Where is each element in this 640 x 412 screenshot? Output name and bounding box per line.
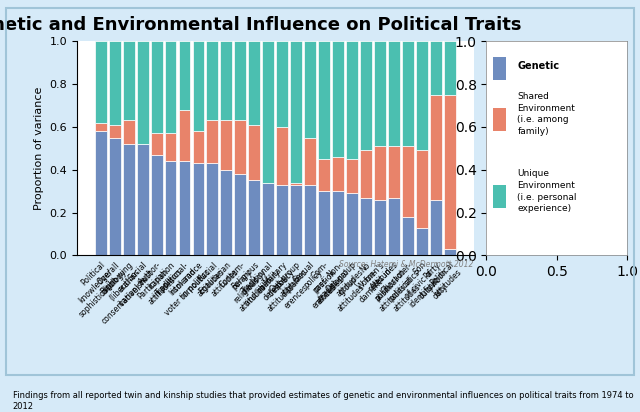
Bar <box>220 41 232 120</box>
Bar <box>388 146 400 198</box>
Bar <box>374 41 386 146</box>
Bar <box>290 183 302 185</box>
Bar <box>207 163 218 255</box>
Bar <box>109 125 121 138</box>
Bar <box>179 110 191 161</box>
Bar <box>304 185 316 255</box>
Bar <box>374 200 386 255</box>
FancyBboxPatch shape <box>493 56 506 80</box>
Bar <box>332 191 344 255</box>
Text: Unique
Environment
(i.e. personal
experience): Unique Environment (i.e. personal experi… <box>517 169 577 213</box>
Bar <box>164 41 177 133</box>
Bar <box>179 161 191 255</box>
Text: Findings from all reported twin and kinship studies that provided estimates of g: Findings from all reported twin and kins… <box>13 391 634 411</box>
Bar <box>109 41 121 125</box>
Bar <box>150 41 163 133</box>
Bar <box>416 41 428 150</box>
Bar <box>318 191 330 255</box>
Bar <box>388 198 400 255</box>
Bar <box>429 200 442 255</box>
Bar <box>193 163 204 255</box>
Bar <box>95 41 107 123</box>
Bar <box>360 198 372 255</box>
Bar <box>416 150 428 227</box>
Bar <box>360 41 372 150</box>
Bar <box>304 138 316 185</box>
Text: Source: Hatemi & McDermott 2012: Source: Hatemi & McDermott 2012 <box>339 260 474 269</box>
Bar <box>193 131 204 163</box>
Bar <box>402 41 413 146</box>
Bar <box>123 41 134 120</box>
Bar <box>429 95 442 200</box>
Bar <box>164 161 177 255</box>
Bar <box>402 146 413 217</box>
Bar <box>95 131 107 255</box>
Bar <box>346 193 358 255</box>
Bar <box>123 144 134 255</box>
Bar <box>234 174 246 255</box>
Bar <box>193 41 204 131</box>
Bar <box>262 41 274 183</box>
Bar <box>276 127 288 185</box>
Bar <box>248 41 260 125</box>
Bar <box>150 155 163 255</box>
Bar <box>95 123 107 131</box>
Bar <box>207 120 218 163</box>
Bar <box>388 41 400 146</box>
Text: Shared
Environment
(i.e. among
family): Shared Environment (i.e. among family) <box>517 92 575 136</box>
Bar <box>290 41 302 183</box>
Bar <box>318 159 330 191</box>
Bar <box>150 133 163 155</box>
Bar <box>318 41 330 159</box>
Bar <box>444 41 456 95</box>
Bar <box>109 138 121 255</box>
Bar <box>137 144 148 255</box>
Bar <box>207 41 218 120</box>
Bar <box>444 95 456 249</box>
Bar <box>164 133 177 161</box>
Bar <box>234 41 246 120</box>
FancyBboxPatch shape <box>493 185 506 208</box>
Bar <box>346 41 358 159</box>
Bar <box>179 41 191 110</box>
Bar <box>374 146 386 200</box>
Bar <box>346 159 358 193</box>
FancyBboxPatch shape <box>493 108 506 131</box>
Bar <box>360 150 372 198</box>
Bar <box>276 41 288 127</box>
Bar <box>123 120 134 144</box>
Bar <box>248 125 260 180</box>
Y-axis label: Proportion of variance: Proportion of variance <box>34 87 44 210</box>
Bar <box>402 217 413 255</box>
Bar <box>220 120 232 170</box>
Bar <box>444 249 456 255</box>
Bar <box>220 170 232 255</box>
Bar <box>137 41 148 144</box>
Bar <box>248 180 260 255</box>
Bar <box>262 183 274 255</box>
Bar <box>332 157 344 191</box>
Bar <box>290 185 302 255</box>
Text: Genetic: Genetic <box>517 61 559 71</box>
Bar <box>416 227 428 255</box>
Bar <box>332 41 344 157</box>
Bar <box>304 41 316 138</box>
Text: Genetic and Environmental Influence on Political Traits: Genetic and Environmental Influence on P… <box>0 16 522 35</box>
Bar <box>429 41 442 95</box>
Bar <box>276 185 288 255</box>
Bar <box>234 120 246 174</box>
